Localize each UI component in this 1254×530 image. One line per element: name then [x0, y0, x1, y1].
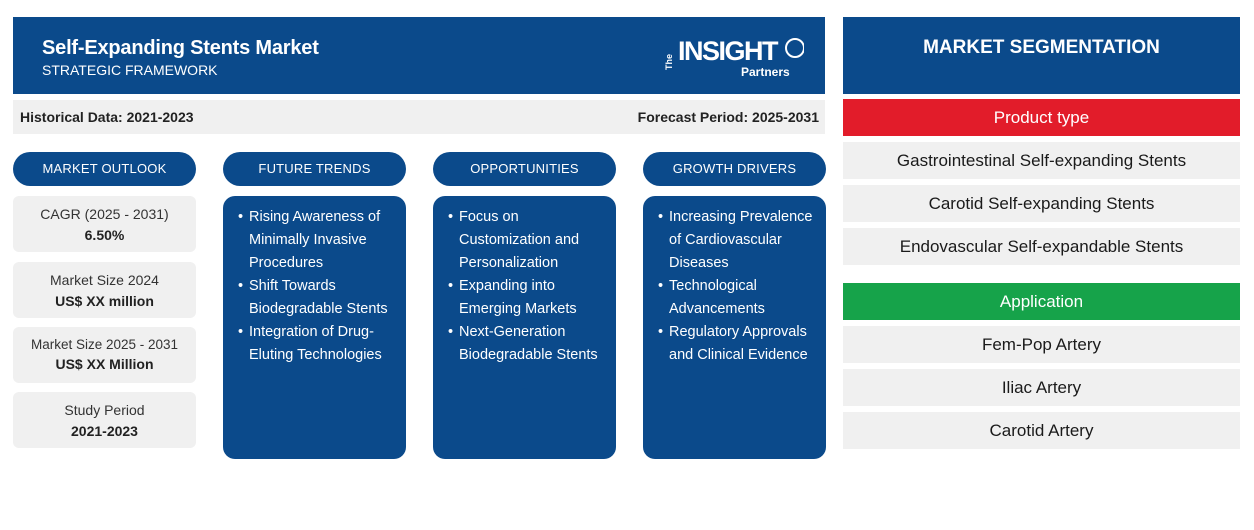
period-bar: Historical Data: 2021-2023 Forecast Peri…: [13, 100, 825, 134]
stat-cagr: CAGR (2025 - 2031) 6.50%: [13, 196, 196, 252]
segment-item: Fem-Pop Artery: [843, 326, 1240, 363]
list-item: Integration of Drug-Eluting Technologies: [238, 321, 400, 367]
stat-value: 2021-2023: [71, 423, 138, 439]
segment-item: Endovascular Self-expandable Stents: [843, 228, 1240, 265]
market-outlook-heading: MARKET OUTLOOK: [13, 152, 196, 186]
segment-item: Carotid Self-expanding Stents: [843, 185, 1240, 222]
stat-market-size-forecast: Market Size 2025 - 2031 US$ XX Million: [13, 327, 196, 383]
future-trends-panel: Rising Awareness of Minimally Invasive P…: [223, 196, 406, 459]
forecast-period: Forecast Period: 2025-2031: [637, 109, 819, 125]
logo-swoosh-icon: [785, 38, 804, 58]
insight-partners-logo: The INSIGHT Partners: [664, 33, 804, 85]
segment-category-application: Application: [843, 283, 1240, 320]
stat-value: US$ XX Million: [55, 356, 154, 372]
logo-brand: INSIGHT: [678, 36, 779, 66]
historical-data: Historical Data: 2021-2023: [20, 109, 194, 125]
segment-item: Gastrointestinal Self-expanding Stents: [843, 142, 1240, 179]
stat-value: US$ XX million: [55, 293, 154, 309]
growth-drivers-heading: GROWTH DRIVERS: [643, 152, 826, 186]
list-item: Next-Generation Biodegradable Stents: [448, 321, 610, 367]
segment-item: Carotid Artery: [843, 412, 1240, 449]
list-item: Technological Advancements: [658, 275, 820, 321]
list-item: Shift Towards Biodegradable Stents: [238, 275, 400, 321]
market-segmentation-heading: MARKET SEGMENTATION: [843, 17, 1240, 94]
future-trends-heading: FUTURE TRENDS: [223, 152, 406, 186]
report-title: Self-Expanding Stents Market: [42, 37, 319, 59]
list-item: Expanding into Emerging Markets: [448, 275, 610, 321]
segment-item: Iliac Artery: [843, 369, 1240, 406]
list-item: Regulatory Approvals and Clinical Eviden…: [658, 321, 820, 367]
segment-category-product-type: Product type: [843, 99, 1240, 136]
report-subtitle: STRATEGIC FRAMEWORK: [42, 62, 218, 78]
stat-label: Market Size 2024: [50, 272, 159, 288]
stat-market-size-2024: Market Size 2024 US$ XX million: [13, 262, 196, 318]
opportunities-panel: Focus on Customization and Personalizati…: [433, 196, 616, 459]
list-item: Focus on Customization and Personalizati…: [448, 206, 610, 275]
growth-drivers-panel: Increasing Prevalence of Cardiovascular …: [643, 196, 826, 459]
stat-value: 6.50%: [84, 227, 125, 243]
list-item: Increasing Prevalence of Cardiovascular …: [658, 206, 820, 275]
stat-label: Study Period: [64, 402, 145, 418]
opportunities-heading: OPPORTUNITIES: [433, 152, 616, 186]
stat-study-period: Study Period 2021-2023: [13, 392, 196, 448]
stat-label: Market Size 2025 - 2031: [30, 337, 179, 352]
logo-partners: Partners: [741, 65, 790, 79]
list-item: Rising Awareness of Minimally Invasive P…: [238, 206, 400, 275]
stat-label: CAGR (2025 - 2031): [40, 206, 169, 222]
report-header: Self-Expanding Stents Market STRATEGIC F…: [13, 17, 825, 94]
